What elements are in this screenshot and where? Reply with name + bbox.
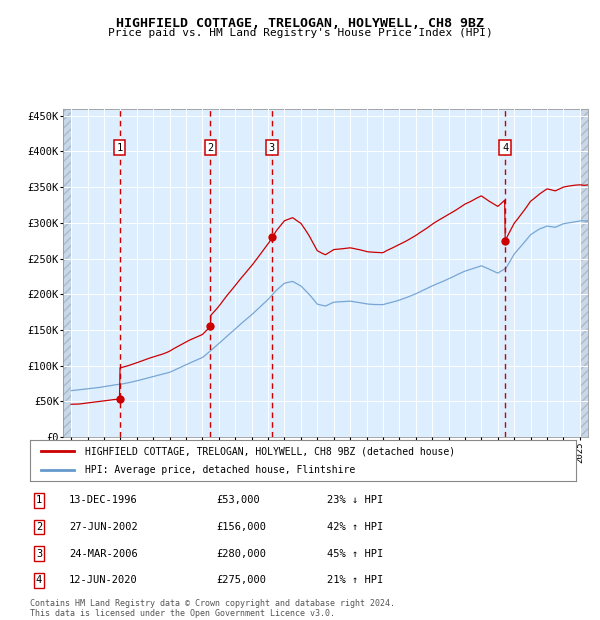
Text: 13-DEC-1996: 13-DEC-1996 — [69, 495, 138, 505]
Text: £280,000: £280,000 — [216, 549, 266, 559]
Text: HIGHFIELD COTTAGE, TRELOGAN, HOLYWELL, CH8 9BZ: HIGHFIELD COTTAGE, TRELOGAN, HOLYWELL, C… — [116, 17, 484, 30]
Text: 24-MAR-2006: 24-MAR-2006 — [69, 549, 138, 559]
Text: 4: 4 — [36, 575, 42, 585]
Text: £275,000: £275,000 — [216, 575, 266, 585]
Text: 42% ↑ HPI: 42% ↑ HPI — [327, 522, 383, 532]
Text: Contains HM Land Registry data © Crown copyright and database right 2024.
This d: Contains HM Land Registry data © Crown c… — [30, 599, 395, 618]
Text: 2: 2 — [36, 522, 42, 532]
Text: 4: 4 — [502, 143, 508, 153]
Text: 3: 3 — [36, 549, 42, 559]
Text: 1: 1 — [116, 143, 123, 153]
Bar — [63, 108, 71, 437]
Text: 1: 1 — [36, 495, 42, 505]
Text: 3: 3 — [269, 143, 275, 153]
Text: Price paid vs. HM Land Registry's House Price Index (HPI): Price paid vs. HM Land Registry's House … — [107, 28, 493, 38]
Text: 27-JUN-2002: 27-JUN-2002 — [69, 522, 138, 532]
Bar — [580, 108, 588, 437]
Text: 45% ↑ HPI: 45% ↑ HPI — [327, 549, 383, 559]
Text: 2: 2 — [208, 143, 214, 153]
Text: £156,000: £156,000 — [216, 522, 266, 532]
Text: HPI: Average price, detached house, Flintshire: HPI: Average price, detached house, Flin… — [85, 466, 355, 476]
Text: 12-JUN-2020: 12-JUN-2020 — [69, 575, 138, 585]
Text: £53,000: £53,000 — [216, 495, 260, 505]
Text: 21% ↑ HPI: 21% ↑ HPI — [327, 575, 383, 585]
Text: HIGHFIELD COTTAGE, TRELOGAN, HOLYWELL, CH8 9BZ (detached house): HIGHFIELD COTTAGE, TRELOGAN, HOLYWELL, C… — [85, 446, 455, 456]
Text: 23% ↓ HPI: 23% ↓ HPI — [327, 495, 383, 505]
